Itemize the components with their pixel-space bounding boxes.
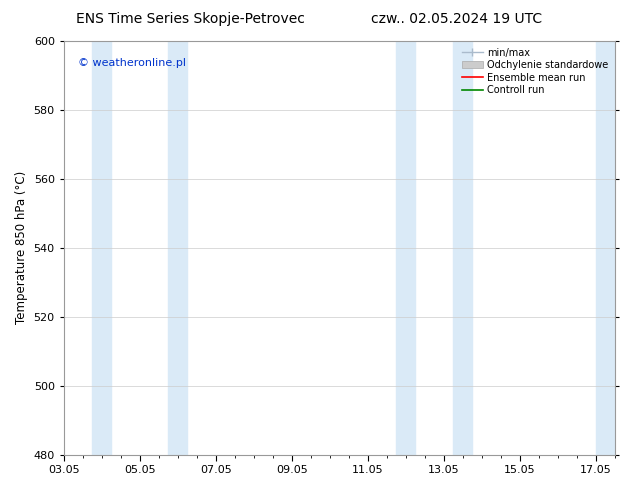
Text: ENS Time Series Skopje-Petrovec: ENS Time Series Skopje-Petrovec xyxy=(75,12,305,26)
Text: © weatheronline.pl: © weatheronline.pl xyxy=(77,58,186,68)
Bar xyxy=(396,41,415,455)
Bar xyxy=(596,41,615,455)
Y-axis label: Temperature 850 hPa (°C): Temperature 850 hPa (°C) xyxy=(15,171,28,324)
Bar xyxy=(453,41,472,455)
Legend: min/max, Odchylenie standardowe, Ensemble mean run, Controll run: min/max, Odchylenie standardowe, Ensembl… xyxy=(460,46,610,97)
Bar xyxy=(93,41,112,455)
Text: czw.. 02.05.2024 19 UTC: czw.. 02.05.2024 19 UTC xyxy=(371,12,542,26)
Bar xyxy=(169,41,187,455)
